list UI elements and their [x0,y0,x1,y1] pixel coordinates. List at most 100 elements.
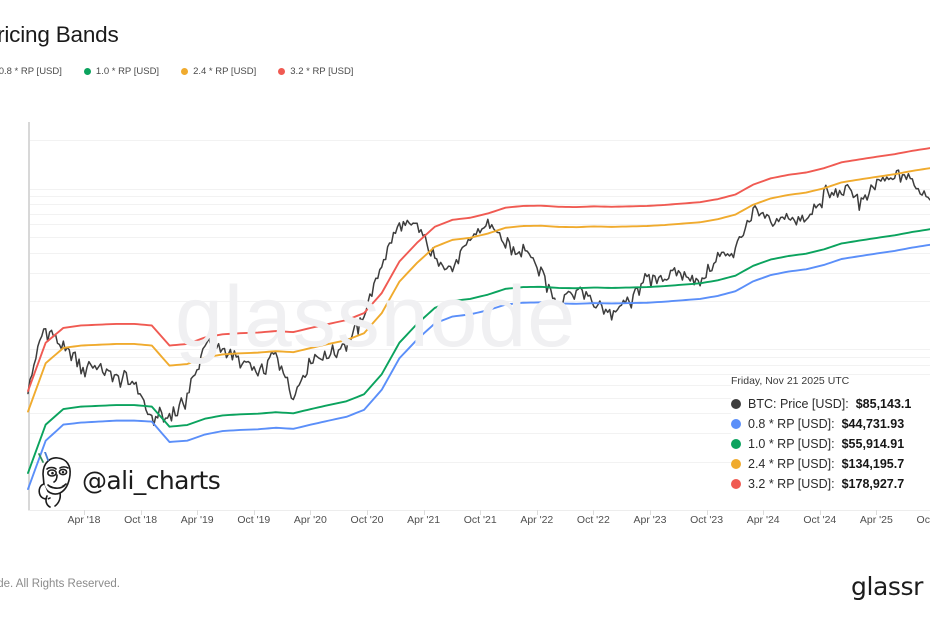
x-axis-tick [593,510,595,515]
gridline-minor [28,189,930,190]
x-axis-tick [367,510,368,515]
gridline-minor [28,433,930,434]
tooltip-color-dot [731,439,741,449]
x-axis-tick-label: Apr '20 [293,514,327,526]
y-axis-labels: $200k$100k$50k$20k$10k$5k$2k$1k [0,122,28,510]
gridline-minor [28,214,930,215]
legend-label: 2.4 * RP [USD] [193,66,257,77]
tooltip-color-dot [731,479,741,489]
tooltip-value: $178,927.7 [841,477,905,491]
series-line [27,167,930,413]
x-axis-tick [706,510,708,515]
series-line [27,228,930,474]
x-axis-tick [423,510,425,515]
x-axis-tick-label: Oct '21 [463,514,497,526]
legend-label: 0.8 * RP [USD] [0,66,62,77]
gridline-minor [28,140,930,141]
tooltip-color-dot [731,419,741,429]
gridline-minor [28,273,930,274]
tooltip-label: 0.8 * RP [USD]: [748,417,835,431]
x-axis-tick-label: Oct '20 [350,514,384,526]
legend-label: 3.2 * RP [USD] [290,66,354,77]
tooltip-color-dot [731,399,741,409]
x-axis-tick [84,510,85,515]
gridline-minor [28,462,930,463]
legend-item[interactable]: 0.8 * RP [USD] [0,66,62,77]
x-axis-tick [253,510,255,515]
chart-header: n: MVRV Pricing Bands [0,0,930,60]
gridline-minor [28,349,930,350]
series-line [27,243,930,491]
x-axis-tick [876,510,878,515]
series-line [27,147,930,392]
legend-label: 1.0 * RP [USD] [95,66,160,77]
legend-color-dot [278,68,286,75]
x-axis-tick [480,510,482,515]
gridline-minor [28,204,930,205]
x-axis-tick [310,510,312,515]
series-lines [27,147,930,491]
legend-item[interactable]: 3.2 * RP [USD] [278,66,353,77]
x-axis-tick [536,510,538,515]
plot-area [27,122,930,511]
x-axis-tick-label: Apr '19 [180,514,214,526]
x-axis-tick [763,510,765,515]
x-axis-tick-label: Apr '25 [859,514,893,526]
footer-copyright: lassnode. All Rights Reserved. [0,578,120,590]
x-axis-tick-label: Oct '18 [124,514,158,526]
tooltip-row: 2.4 * RP [USD]: $134,195.7 [731,454,930,474]
x-axis-tick-label: Apr '18 [67,514,101,526]
y-axis-line [28,122,30,510]
tooltip-row: BTC: Price [USD]: $85,143.1 [731,394,930,414]
x-axis-tick-label: Apr '22 [520,514,554,526]
gridline [28,510,930,511]
legend-color-dot [181,68,189,75]
tooltip-row: 0.8 * RP [USD]: $44,731.93 [731,414,930,434]
series-line [27,169,930,426]
x-axis-tick-label: Apr '24 [746,514,780,526]
tooltip-value: $134,195.7 [841,457,905,471]
tooltip-label: 1.0 * RP [USD]: [748,437,835,451]
legend-item[interactable]: 2.4 * RP [USD] [181,66,256,77]
x-axis-tick-label: Apr '21 [407,514,441,526]
gridline-minor [28,365,930,366]
gridline-minor [28,385,930,386]
x-axis-labels: Apr '18 Oct '18 Apr '19 Oct '19 Apr '20 Oct '… [0,514,930,534]
tooltip-value: $85,143.1 [855,397,912,411]
page-title: n: MVRV Pricing Bands [0,22,119,47]
tooltip-row: 3.2 * RP [USD]: $178,927.7 [731,474,930,494]
tooltip-row: 1.0 * RP [USD]: $55,914.91 [731,434,930,454]
x-axis-tick-label: Apr '23 [633,514,667,526]
gridline-minor [28,357,930,358]
tooltip-date: Friday, Nov 21 2025 UTC [731,375,850,387]
tooltip-label: BTC: Price [USD]: [748,397,849,411]
gridline-minor [28,398,930,399]
legend-color-dot [83,68,91,75]
tooltip-label: 2.4 * RP [USD]: [748,457,835,471]
x-axis-tick [197,510,199,515]
x-axis-tick [140,510,142,515]
tooltip-value: $44,731.93 [841,417,905,431]
tooltip-rows: BTC: Price [USD]: $85,143.1 0.8 * RP [USD]… [731,394,930,494]
x-axis-tick-label: Oct '22 [576,514,610,526]
gridline-minor [28,237,930,238]
tooltip-color-dot [731,459,741,469]
gridline-minor [28,196,930,197]
tooltip-label: 3.2 * RP [USD]: [748,477,835,491]
gridline-minor [28,224,930,225]
footer-divider [0,556,930,557]
x-axis-tick [650,510,651,515]
glassnode-logo: glassr [851,572,924,601]
gridline-minor [28,413,930,414]
gridline-minor [28,253,930,254]
legend-item[interactable]: 1.0 * RP [USD] [83,66,160,77]
chart-tooltip: Friday, Nov 21 2025 UTC BTC: Price [USD]… [731,375,930,494]
x-axis-tick [819,510,821,515]
x-axis-tick-label: Oct '25 [916,514,930,526]
x-axis-tick-label: Oct '24 [803,514,837,526]
x-axis-tick-label: Oct '19 [237,514,271,526]
x-axis-tick-label: Oct '23 [690,514,724,526]
gridline-minor [28,301,930,302]
gridline-minor [28,374,930,375]
